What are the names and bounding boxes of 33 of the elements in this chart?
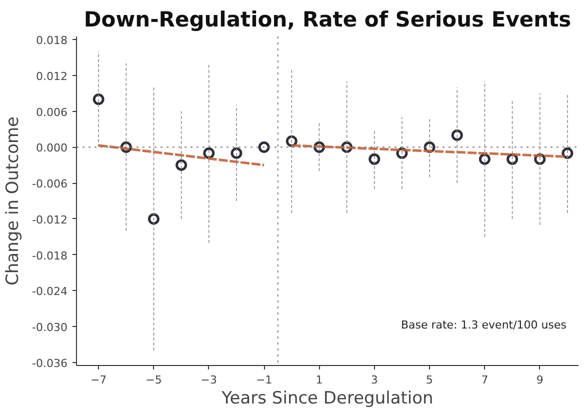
point [203, 147, 215, 159]
y-tick-label: 0.018 [36, 34, 68, 47]
y-tick-label: 0.000 [36, 142, 68, 155]
x-tick-label: 3 [370, 374, 378, 386]
annotation: Base rate: 1.3 event/100 uses [400, 318, 567, 332]
y-axis-title: Change in Outcome [3, 116, 24, 286]
y-tick-label: -0.030 [32, 321, 68, 334]
point [562, 147, 574, 159]
y-tick-label: 0.006 [36, 106, 68, 119]
point [368, 153, 380, 165]
x-tick-label: 1 [316, 374, 323, 386]
point [92, 94, 104, 106]
x-tick-label: 5 [426, 374, 434, 386]
point [451, 129, 463, 141]
x-tick-label: −3 [200, 374, 218, 386]
x-tick-label: 7 [481, 374, 488, 386]
y-tick-label: -0.018 [32, 249, 68, 262]
y-tick-label: 0.012 [36, 70, 68, 83]
point [230, 147, 242, 159]
point [478, 153, 490, 165]
y-tick-label: -0.012 [32, 213, 68, 226]
y-tick-label: -0.024 [32, 285, 68, 298]
y-tick-label: -0.006 [32, 178, 68, 191]
x-tick-label: −1 [256, 374, 272, 386]
chart-title: Down-Regulation, Rate of Serious Events [84, 8, 572, 32]
x-tick-label: 9 [536, 374, 544, 386]
x-axis-title: Years Since Deregulation [220, 388, 434, 408]
x-tick-label: −7 [90, 374, 107, 386]
x-tick-label: −5 [146, 374, 162, 386]
point [258, 141, 270, 153]
point [148, 213, 160, 225]
point [176, 159, 188, 171]
y-tick-label: -0.036 [32, 357, 68, 370]
